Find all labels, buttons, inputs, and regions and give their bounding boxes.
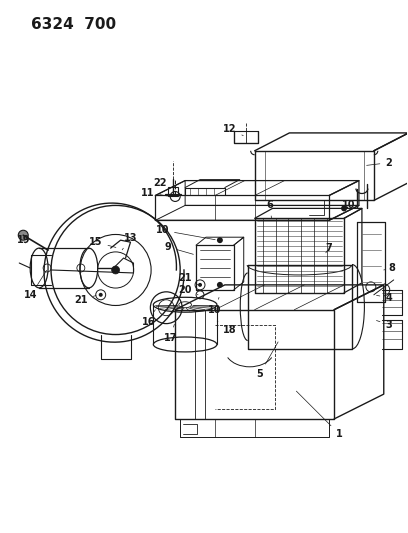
Text: 1: 1 (296, 391, 342, 439)
Text: 2: 2 (367, 158, 392, 168)
Text: 10: 10 (155, 225, 215, 240)
Bar (234, 131, 257, 143)
Text: 13: 13 (122, 233, 137, 250)
Text: 3: 3 (377, 320, 392, 329)
Circle shape (112, 266, 120, 274)
Circle shape (99, 293, 103, 297)
Text: 16: 16 (142, 310, 155, 327)
Text: 6: 6 (266, 200, 273, 219)
Text: 15: 15 (89, 237, 116, 247)
Text: 7: 7 (326, 243, 333, 253)
Text: 21: 21 (178, 273, 198, 285)
Text: 12: 12 (223, 124, 243, 135)
Bar (168, 187, 178, 197)
Text: 9: 9 (165, 242, 193, 254)
Text: 11: 11 (141, 188, 168, 198)
Text: 19: 19 (16, 235, 30, 245)
Text: 18: 18 (217, 321, 237, 335)
Circle shape (217, 237, 223, 243)
Text: 20: 20 (178, 285, 198, 295)
Text: 14: 14 (24, 270, 47, 300)
Circle shape (341, 205, 347, 212)
Text: 8: 8 (384, 263, 395, 273)
Text: 17: 17 (164, 324, 177, 343)
Text: 10: 10 (342, 200, 356, 211)
Circle shape (217, 282, 223, 288)
Text: 10: 10 (208, 297, 222, 314)
Text: 4: 4 (377, 293, 392, 303)
Text: 5: 5 (256, 342, 278, 379)
Text: 6324  700: 6324 700 (31, 17, 116, 31)
Text: 22: 22 (153, 177, 173, 188)
Circle shape (18, 230, 28, 240)
Text: 21: 21 (74, 295, 96, 305)
Circle shape (198, 283, 202, 287)
